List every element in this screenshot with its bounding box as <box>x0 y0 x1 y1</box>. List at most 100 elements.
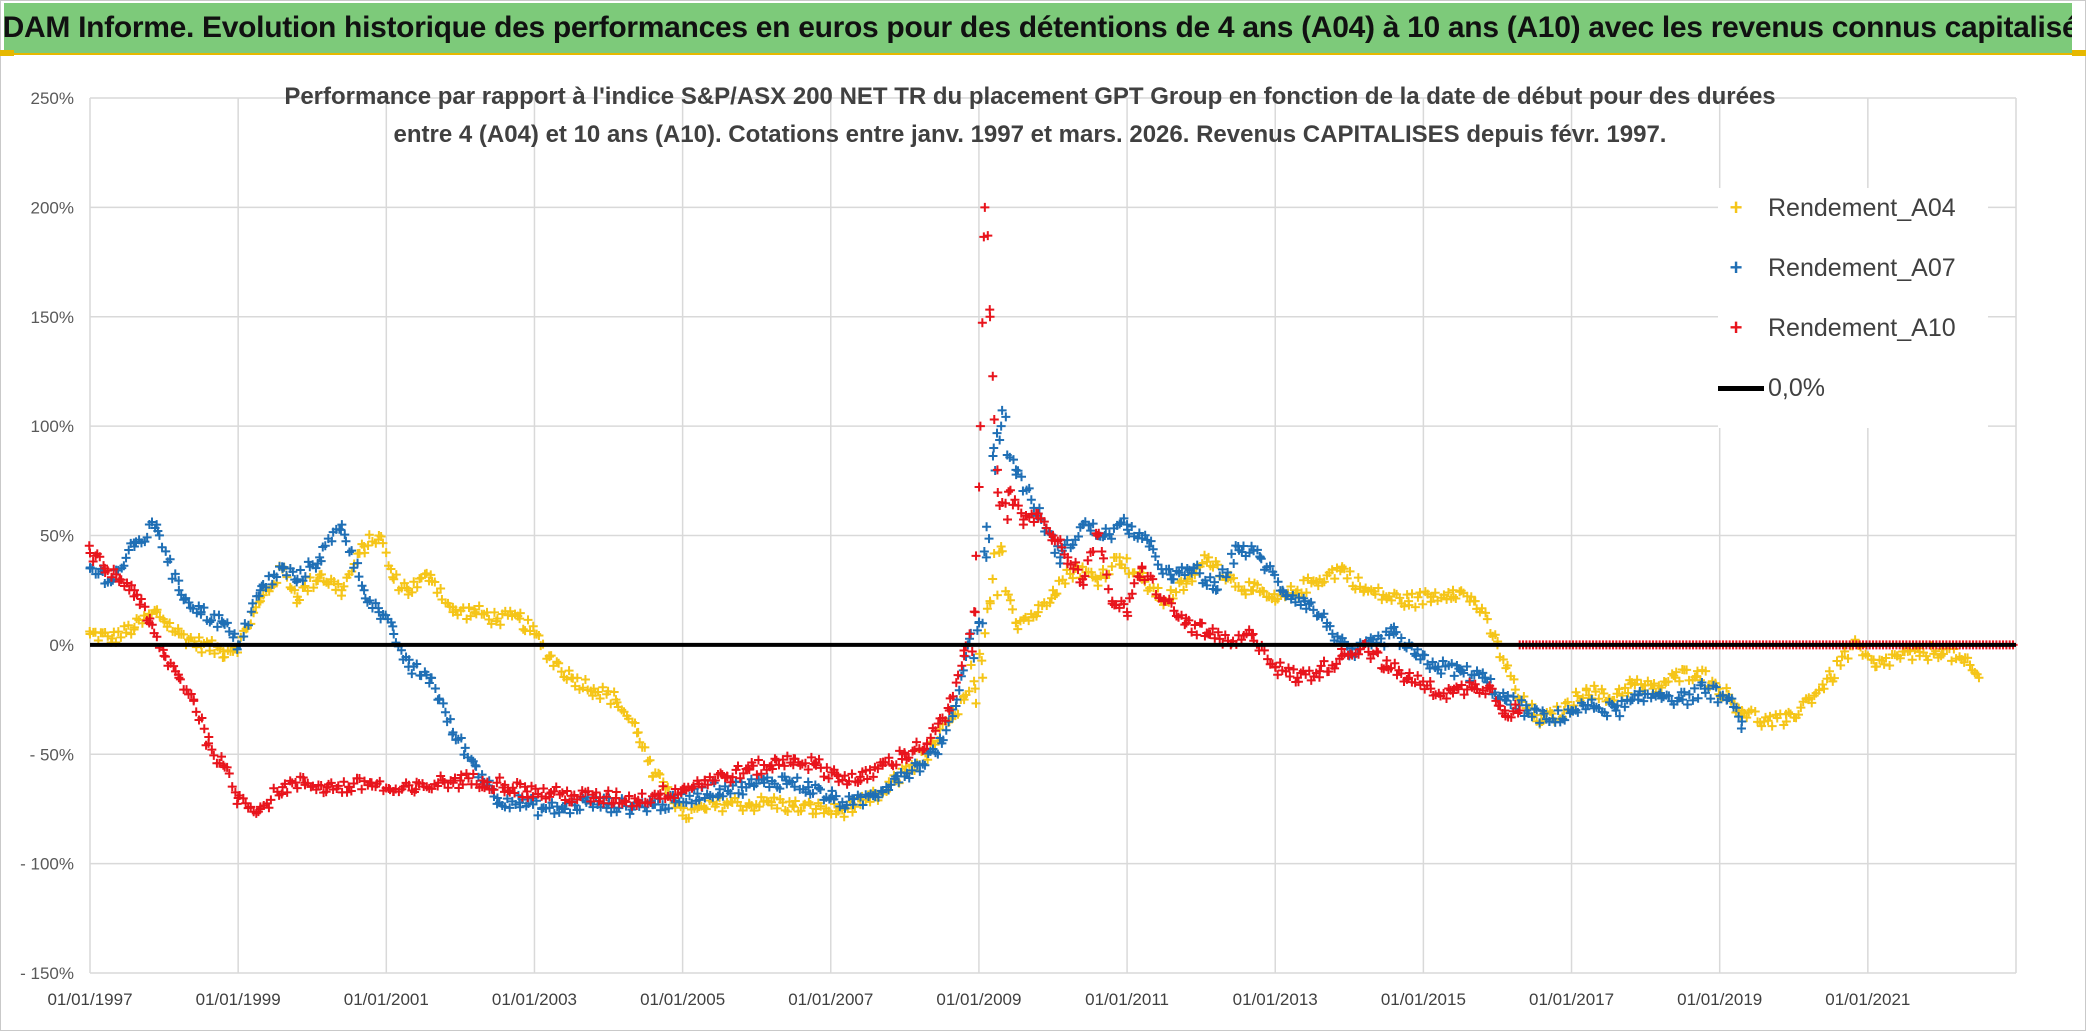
data-point-rendement-a04 <box>564 666 574 676</box>
data-point-rendement-a04 <box>1122 553 1132 563</box>
data-point-rendement-a10 <box>904 753 914 763</box>
data-point-rendement-a07 <box>801 787 811 797</box>
y-tick-label: 100% <box>31 417 74 436</box>
data-point-rendement-a10 <box>865 765 875 775</box>
data-point-rendement-a04 <box>1174 578 1184 588</box>
data-point-rendement-a07 <box>1682 699 1692 709</box>
data-point-rendement-a07 <box>1617 696 1627 706</box>
data-point-rendement-a10 <box>1123 611 1133 621</box>
data-point-rendement-a10 <box>774 760 784 770</box>
data-point-rendement-a10 <box>207 745 217 755</box>
data-point-rendement-a10 <box>246 802 256 812</box>
data-point-rendement-a07 <box>336 525 346 535</box>
data-point-rendement-a07 <box>650 799 660 809</box>
data-point-rendement-a10 <box>448 778 458 788</box>
x-tick-label: 01/01/2009 <box>936 990 1021 1009</box>
data-point-rendement-a10 <box>1045 528 1055 538</box>
data-point-rendement-a10 <box>635 798 645 808</box>
data-point-rendement-a07 <box>1140 530 1150 540</box>
data-point-rendement-a10 <box>1335 654 1345 664</box>
data-point-rendement-a04 <box>1003 590 1013 600</box>
data-point-rendement-a07 <box>1086 526 1096 536</box>
data-point-rendement-a04 <box>787 800 797 810</box>
data-point-rendement-a07 <box>1333 631 1343 641</box>
data-point-rendement-a10 <box>1031 508 1041 518</box>
data-point-rendement-a07 <box>224 626 234 636</box>
data-point-rendement-a10 <box>989 415 999 425</box>
data-point-rendement-a10 <box>111 569 121 579</box>
data-point-rendement-a04 <box>1387 595 1397 605</box>
data-point-rendement-a04 <box>1407 589 1417 599</box>
y-tick-label: 250% <box>31 89 74 108</box>
data-point-rendement-a10 <box>241 798 251 808</box>
data-point-rendement-a10 <box>800 758 810 768</box>
chart-legend: + Rendement_A04 + Rendement_A07 + Rendem… <box>1718 188 1988 428</box>
data-point-rendement-a07 <box>694 795 704 805</box>
data-point-rendement-a04 <box>1757 721 1767 731</box>
data-point-rendement-a07 <box>842 800 852 810</box>
data-point-rendement-a04 <box>1597 684 1607 694</box>
data-point-rendement-a10 <box>930 726 940 736</box>
data-point-rendement-a04 <box>1765 711 1775 721</box>
data-point-rendement-a10 <box>479 783 489 793</box>
data-point-rendement-a07 <box>365 596 375 606</box>
data-point-rendement-a07 <box>1535 718 1545 728</box>
data-point-rendement-a07 <box>1706 694 1716 704</box>
data-point-rendement-a04 <box>645 755 655 765</box>
data-point-rendement-a04 <box>1599 688 1609 698</box>
data-point-rendement-a04 <box>595 694 605 704</box>
data-point-rendement-a10 <box>728 772 738 782</box>
data-point-rendement-a07 <box>873 792 883 802</box>
data-point-rendement-a04 <box>324 579 334 589</box>
data-point-rendement-a07 <box>353 558 363 568</box>
data-point-rendement-a07 <box>1684 689 1694 699</box>
y-axis-ticks: 250% 200% 150% 100% 50% 0% - 50% - 100% - 150% <box>20 89 74 983</box>
data-point-rendement-a07 <box>1101 524 1111 534</box>
data-point-rendement-a10 <box>333 781 343 791</box>
data-point-rendement-a04 <box>1153 583 1163 593</box>
data-point-rendement-a04 <box>980 628 990 638</box>
data-point-rendement-a04 <box>975 649 985 659</box>
data-point-rendement-a07 <box>565 808 575 818</box>
data-point-rendement-a07 <box>738 789 748 799</box>
data-point-rendement-a04 <box>336 591 346 601</box>
data-point-rendement-a10 <box>767 764 777 774</box>
data-point-rendement-a04 <box>1098 565 1108 575</box>
data-point-rendement-a07 <box>1024 483 1034 493</box>
data-point-rendement-a07 <box>1627 695 1637 705</box>
data-point-rendement-a07 <box>230 629 240 639</box>
data-point-rendement-a04 <box>464 603 474 613</box>
data-point-rendement-a07 <box>979 547 989 557</box>
data-point-rendement-a07 <box>1573 707 1583 717</box>
data-point-rendement-a10 <box>891 760 901 770</box>
data-point-rendement-a04 <box>402 583 412 593</box>
data-point-rendement-a10 <box>339 777 349 787</box>
data-point-rendement-a07 <box>720 781 730 791</box>
data-point-rendement-a07 <box>1602 711 1612 721</box>
data-point-rendement-a04 <box>712 799 722 809</box>
data-point-rendement-a04 <box>1353 573 1363 583</box>
data-point-rendement-a10 <box>940 716 950 726</box>
data-point-rendement-a10 <box>1506 712 1516 722</box>
data-point-rendement-a04 <box>1423 589 1433 599</box>
data-point-rendement-a10 <box>959 646 969 656</box>
data-point-rendement-a07 <box>295 565 305 575</box>
data-point-rendement-a04 <box>612 697 622 707</box>
data-point-rendement-a07 <box>1169 574 1179 584</box>
data-point-rendement-a10 <box>106 572 116 582</box>
data-point-rendement-a10 <box>232 799 242 809</box>
data-point-rendement-a07 <box>167 574 177 584</box>
data-point-rendement-a10 <box>152 632 162 642</box>
data-point-rendement-a04 <box>1430 588 1440 598</box>
data-point-rendement-a07 <box>1148 544 1158 554</box>
data-point-rendement-a04 <box>534 631 544 641</box>
data-point-rendement-a10 <box>880 758 890 768</box>
data-point-rendement-a04 <box>1259 586 1269 596</box>
data-point-rendement-a07 <box>1073 531 1083 541</box>
data-point-rendement-a10 <box>1480 689 1490 699</box>
data-point-rendement-a10 <box>637 789 647 799</box>
data-point-rendement-a10 <box>748 761 758 771</box>
data-point-rendement-a07 <box>1425 664 1435 674</box>
data-point-rendement-a07 <box>972 625 982 635</box>
